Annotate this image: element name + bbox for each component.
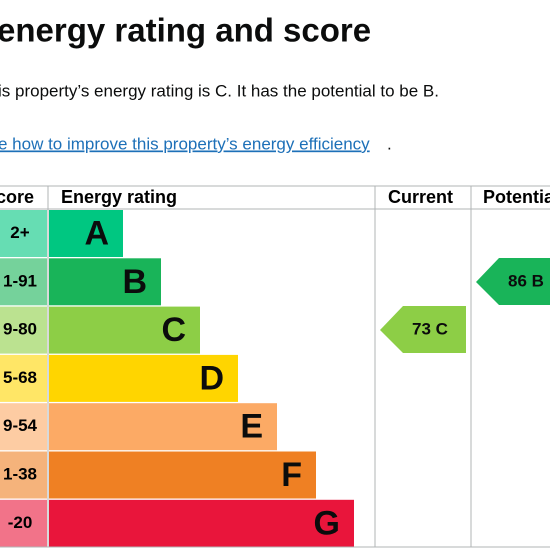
score-range: 2+ xyxy=(10,223,29,242)
score-range: 9-54 xyxy=(3,416,38,435)
rating-table: core Energy rating Current Potentia 73 C… xyxy=(0,185,550,548)
current-arrow xyxy=(380,306,466,353)
column-header: Current xyxy=(388,187,453,207)
potential-arrow xyxy=(476,258,550,305)
score-cell xyxy=(0,499,47,547)
current-label: 73 C xyxy=(412,319,448,338)
score-cell xyxy=(0,210,47,257)
score-cell xyxy=(0,403,47,451)
column-header: Energy rating xyxy=(61,187,177,207)
rating-band xyxy=(49,354,238,402)
improve-link[interactable]: e how to improve this property’s energy … xyxy=(0,134,370,153)
title: energy rating and score xyxy=(0,12,371,49)
score-cell xyxy=(0,258,47,306)
rating-band xyxy=(49,258,161,306)
rating-band xyxy=(49,306,200,354)
rating-letter: G xyxy=(314,504,340,542)
rating-letter: A xyxy=(84,214,109,252)
rating-letter: D xyxy=(199,359,224,397)
rating-band xyxy=(49,403,277,451)
rating-band xyxy=(49,499,354,547)
score-cell xyxy=(0,451,47,499)
rating-band xyxy=(49,210,123,257)
column-header: core xyxy=(0,187,34,207)
column-header: Potentia xyxy=(483,187,550,207)
score-range: 1-38 xyxy=(3,464,37,483)
intro: is property’s energy rating is C. It has… xyxy=(0,81,439,100)
rating-letter: E xyxy=(240,408,263,446)
score-range: 1-91 xyxy=(3,271,37,290)
score-range: 9-80 xyxy=(3,320,37,339)
score-range: -20 xyxy=(8,513,33,532)
potential-label: 86 B xyxy=(508,271,544,290)
rating-letter: C xyxy=(161,311,186,349)
rating-letter: B xyxy=(122,263,147,301)
rating-letter: F xyxy=(281,456,302,494)
score-cell xyxy=(0,306,47,354)
link-period: . xyxy=(387,134,392,153)
rating-band xyxy=(49,451,316,499)
score-range: 5-68 xyxy=(3,368,37,387)
score-cell xyxy=(0,354,47,402)
